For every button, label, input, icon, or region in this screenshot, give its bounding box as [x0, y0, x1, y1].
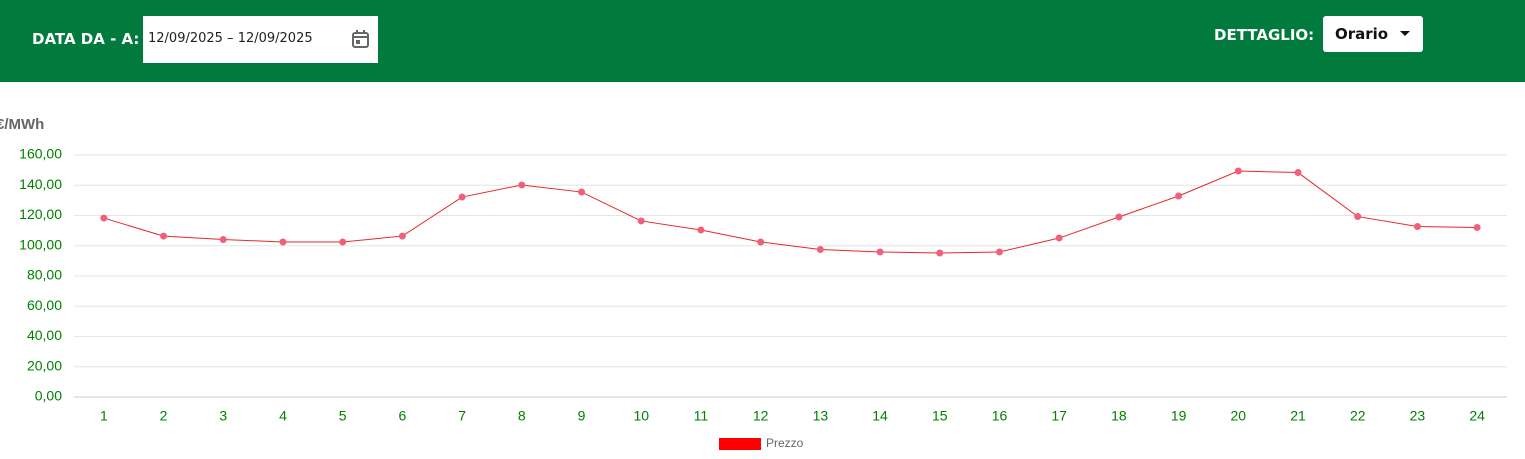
data-point — [816, 246, 824, 254]
x-tick-label: 10 — [633, 408, 649, 424]
legend-label: Prezzo — [766, 436, 804, 450]
x-tick-label: 16 — [992, 408, 1008, 424]
x-tick-label: 12 — [753, 408, 769, 424]
y-tick-label: 100,00 — [19, 236, 62, 252]
x-tick-label: 14 — [872, 408, 888, 424]
data-point — [578, 188, 586, 196]
data-point — [1294, 169, 1302, 177]
x-tick-label: 21 — [1290, 408, 1306, 424]
data-point — [339, 238, 347, 246]
y-tick-label: 0,00 — [35, 388, 62, 404]
x-tick-label: 15 — [932, 408, 948, 424]
data-point — [518, 181, 526, 189]
legend-swatch — [719, 438, 761, 450]
data-point — [1354, 213, 1362, 221]
data-point — [458, 193, 466, 201]
data-point — [1413, 223, 1421, 231]
data-point — [757, 238, 765, 246]
data-point — [1175, 192, 1183, 200]
y-tick-label: 140,00 — [19, 176, 62, 192]
y-axis-label: €/MWh — [0, 116, 44, 133]
y-tick-label: 120,00 — [19, 206, 62, 222]
data-point — [279, 238, 287, 246]
data-point — [1055, 234, 1063, 242]
detail-label: DETTAGLIO: — [1214, 26, 1315, 44]
data-point — [398, 232, 406, 240]
x-tick-label: 13 — [813, 408, 829, 424]
date-input[interactable]: 12/09/2025 – 12/09/2025 — [143, 16, 378, 63]
calendar-icon[interactable] — [351, 29, 371, 49]
x-tick-label: 11 — [694, 408, 709, 424]
x-tick-label: 23 — [1410, 408, 1426, 424]
data-point — [1234, 167, 1242, 175]
chart: €/MWh 0,00 20,00 40,00 60,00 80,00 100,00 120,… — [0, 116, 1507, 450]
data-point — [697, 226, 705, 234]
x-tick-label: 22 — [1350, 408, 1366, 424]
date-label: DATA DA - A: — [32, 30, 140, 48]
x-tick-label: 18 — [1111, 408, 1127, 424]
x-tick-label: 7 — [458, 408, 466, 424]
y-tick-label: 80,00 — [27, 267, 62, 283]
data-point — [637, 217, 645, 225]
x-tick-label: 5 — [339, 408, 347, 424]
price-line — [103, 170, 1478, 254]
y-tick-label: 160,00 — [19, 146, 62, 162]
detail-value: Orario — [1335, 25, 1389, 43]
x-tick-label: 3 — [219, 408, 227, 424]
x-tick-label: 24 — [1469, 408, 1485, 424]
data-point — [936, 249, 944, 257]
y-tick-label: 40,00 — [27, 327, 62, 343]
x-tick-label: 8 — [518, 408, 526, 424]
x-tick-label: 4 — [279, 408, 287, 424]
data-point — [160, 232, 168, 240]
x-tick-label: 19 — [1171, 408, 1187, 424]
detail-select[interactable]: Orario — [1323, 16, 1423, 52]
header-bar: DATA DA - A: 12/09/2025 – 12/09/2025 DET… — [0, 0, 1525, 82]
caret — [1400, 31, 1410, 36]
x-tick-label: 2 — [160, 408, 168, 424]
y-tick-label: 60,00 — [27, 297, 62, 313]
x-tick-label: 6 — [398, 408, 406, 424]
date-value: 12/09/2025 – 12/09/2025 — [148, 31, 313, 46]
data-point — [876, 248, 884, 256]
data-point — [995, 248, 1003, 256]
x-tick-label: 20 — [1231, 408, 1247, 424]
data-point — [100, 214, 108, 222]
x-tick-label: 17 — [1051, 408, 1067, 424]
x-tick-label: 1 — [100, 408, 108, 424]
data-point — [1473, 223, 1481, 231]
data-point — [219, 236, 227, 244]
x-tick-label: 9 — [578, 408, 586, 424]
data-point — [1115, 213, 1123, 221]
y-tick-label: 20,00 — [27, 357, 62, 373]
